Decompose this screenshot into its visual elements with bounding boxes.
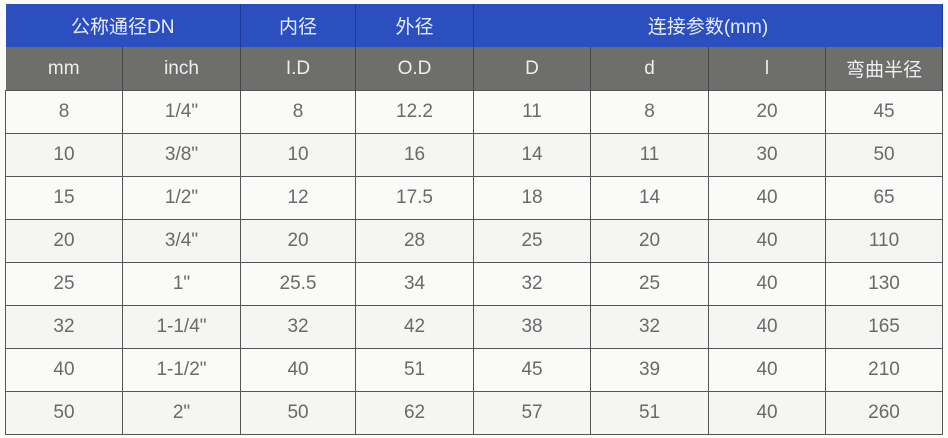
table-row: 40 1-1/2" 40 51 45 39 40 210 bbox=[5, 348, 944, 392]
table-row: 50 2" 50 62 57 51 40 260 bbox=[5, 391, 944, 435]
table-cell: 62 bbox=[355, 391, 475, 435]
table-cell: 1-1/2" bbox=[121, 348, 242, 392]
table-cell: 20 bbox=[5, 219, 123, 263]
table-cell: 25 bbox=[590, 262, 710, 306]
table-cell: 260 bbox=[825, 391, 944, 435]
table-cell: 38 bbox=[473, 305, 592, 349]
table-cell: 30 bbox=[708, 133, 827, 177]
table-cell: 10 bbox=[240, 133, 357, 177]
table-cell: 8 bbox=[240, 90, 357, 134]
table-cell: 130 bbox=[825, 262, 944, 306]
table-cell: 15 bbox=[5, 176, 123, 220]
table-cell: 8 bbox=[5, 90, 123, 134]
subheader-cell: 弯曲半径 bbox=[825, 47, 944, 91]
subheader-cell: mm bbox=[5, 47, 123, 91]
table-cell: 1" bbox=[121, 262, 242, 306]
table-row: 20 3/4" 20 28 25 20 40 110 bbox=[5, 219, 944, 263]
table-cell: 40 bbox=[240, 348, 357, 392]
table-cell: 12 bbox=[240, 176, 357, 220]
table-cell: 10 bbox=[5, 133, 123, 177]
table-cell: 1/4" bbox=[121, 90, 242, 134]
subheader-cell: l bbox=[708, 47, 827, 91]
table-cell: 14 bbox=[590, 176, 710, 220]
table-cell: 40 bbox=[708, 176, 827, 220]
table-cell: 45 bbox=[473, 348, 592, 392]
table-cell: 1/2" bbox=[121, 176, 242, 220]
table-cell: 20 bbox=[590, 219, 710, 263]
table-cell: 32 bbox=[240, 305, 357, 349]
table-cell: 40 bbox=[708, 305, 827, 349]
table-cell: 65 bbox=[825, 176, 944, 220]
table-cell: 34 bbox=[355, 262, 475, 306]
table-cell: 40 bbox=[708, 391, 827, 435]
table-cell: 1-1/4" bbox=[121, 305, 242, 349]
table-row: 15 1/2" 12 17.5 18 14 40 65 bbox=[5, 176, 944, 220]
header-inner: 内径 bbox=[240, 4, 357, 47]
table-cell: 40 bbox=[708, 262, 827, 306]
table-cell: 165 bbox=[825, 305, 944, 349]
table-cell: 20 bbox=[240, 219, 357, 263]
subheader-cell: inch bbox=[122, 47, 242, 91]
table-row: 25 1" 25.5 34 32 25 40 130 bbox=[5, 262, 944, 306]
table-cell: 210 bbox=[825, 348, 944, 392]
table-row: 32 1-1/4" 32 42 38 32 40 165 bbox=[5, 305, 944, 349]
subheader-cell: d bbox=[590, 47, 710, 91]
table-row: 10 3/8" 10 16 14 11 30 50 bbox=[5, 133, 944, 177]
table-cell: 51 bbox=[590, 391, 710, 435]
table-cell: 32 bbox=[590, 305, 710, 349]
table-cell: 40 bbox=[708, 348, 827, 392]
table-cell: 28 bbox=[355, 219, 475, 263]
header-row: 公称通径DN 内径 外径 连接参数(mm) bbox=[5, 4, 944, 47]
table-cell: 45 bbox=[825, 90, 944, 134]
table-cell: 3/8" bbox=[121, 133, 242, 177]
header-nominal: 公称通径DN bbox=[5, 4, 242, 47]
table-cell: 14 bbox=[473, 133, 592, 177]
table-cell: 42 bbox=[355, 305, 475, 349]
table-cell: 2" bbox=[121, 391, 242, 435]
subheader-cell: D bbox=[473, 47, 592, 91]
table-cell: 11 bbox=[473, 90, 592, 134]
table-cell: 20 bbox=[708, 90, 827, 134]
table-cell: 25.5 bbox=[240, 262, 357, 306]
table-cell: 110 bbox=[825, 219, 944, 263]
subheader-cell: O.D bbox=[355, 47, 475, 91]
table-cell: 3/4" bbox=[121, 219, 242, 263]
table-row: 8 1/4" 8 12.2 11 8 20 45 bbox=[5, 90, 944, 134]
table-cell: 40 bbox=[708, 219, 827, 263]
table-cell: 12.2 bbox=[355, 90, 475, 134]
table-cell: 32 bbox=[473, 262, 592, 306]
table-cell: 25 bbox=[473, 219, 592, 263]
header-connection: 连接参数(mm) bbox=[473, 4, 944, 47]
table-cell: 51 bbox=[355, 348, 475, 392]
table-cell: 16 bbox=[355, 133, 475, 177]
table-cell: 18 bbox=[473, 176, 592, 220]
subheader-cell: I.D bbox=[240, 47, 357, 91]
table-cell: 50 bbox=[825, 133, 944, 177]
table-cell: 17.5 bbox=[355, 176, 475, 220]
table-cell: 8 bbox=[590, 90, 710, 134]
table-cell: 32 bbox=[5, 305, 123, 349]
header-outer: 外径 bbox=[355, 4, 475, 47]
table-cell: 39 bbox=[590, 348, 710, 392]
table-body: 8 1/4" 8 12.2 11 8 20 45 10 3/8" 10 16 14 11 30 50 15 1/2… bbox=[5, 90, 944, 435]
table-cell: 50 bbox=[5, 391, 123, 435]
table-cell: 40 bbox=[5, 348, 123, 392]
table-cell: 11 bbox=[590, 133, 710, 177]
table-cell: 25 bbox=[5, 262, 123, 306]
table-cell: 57 bbox=[473, 391, 592, 435]
table-cell: 50 bbox=[240, 391, 357, 435]
